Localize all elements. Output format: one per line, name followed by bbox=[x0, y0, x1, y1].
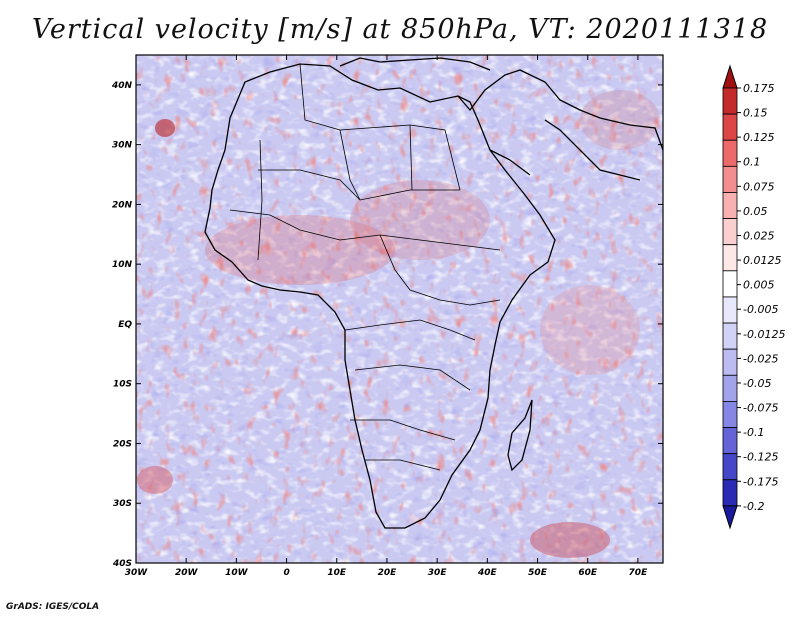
colorbar: 0.175 0.15 0.125 0.1 0.075 0.05 0.025 0.0125 0.0… bbox=[722, 64, 785, 530]
colorbar-label: 0.075 bbox=[743, 180, 775, 193]
colorbar-top-arrow bbox=[722, 64, 738, 89]
colorbar-bottom-arrow bbox=[722, 505, 738, 530]
lon-label: 0 bbox=[283, 568, 289, 578]
colorbar-swatch bbox=[722, 270, 738, 298]
colorbar-label: 0.05 bbox=[743, 205, 768, 218]
grads-credit: GrADS: IGES/COLA bbox=[6, 602, 100, 612]
lon-label: 70E bbox=[629, 568, 649, 578]
colorbar-label: 0.15 bbox=[743, 107, 768, 120]
colorbar-label: 0.0125 bbox=[743, 254, 782, 267]
map-field bbox=[136, 55, 663, 563]
colorbar-label: -0.125 bbox=[743, 451, 778, 464]
lat-label: EQ bbox=[118, 320, 132, 330]
colorbar-label: 0.175 bbox=[743, 82, 775, 95]
lon-label: 10W bbox=[225, 568, 249, 578]
country-borders bbox=[229, 63, 501, 471]
lat-label: 40S bbox=[112, 559, 132, 569]
lon-label: 20W bbox=[175, 568, 199, 578]
map-figure: 40N 30N 20N 10N EQ 10S 20S 30S 40S 30W 20W 10W 0 10E… bbox=[111, 54, 785, 578]
lat-label: 20S bbox=[113, 439, 132, 449]
colorbar-label: -0.175 bbox=[743, 475, 778, 488]
lat-axis: 40N 30N 20N 10N EQ 10S 20S 30S 40S bbox=[111, 81, 663, 569]
lon-label: 10E bbox=[327, 568, 347, 578]
lon-label: 30E bbox=[428, 568, 448, 578]
colorbar-swatch bbox=[722, 218, 738, 246]
chart-title: Vertical velocity [m/s] at 850hPa, VT: 2… bbox=[31, 14, 769, 45]
lon-axis: 30W 20W 10W 0 10E 20E 30E 40E 50E 60E 70E bbox=[125, 55, 648, 578]
colorbar-swatch bbox=[722, 427, 738, 455]
lon-label: 30W bbox=[125, 568, 149, 578]
colorbar-label: 0.005 bbox=[743, 279, 775, 292]
lat-label: 10S bbox=[113, 380, 132, 390]
lon-label: 40E bbox=[477, 568, 498, 578]
map-frame bbox=[135, 54, 664, 564]
colorbar-label: 0.025 bbox=[743, 229, 775, 242]
lat-label: 30N bbox=[112, 141, 133, 151]
lat-label: 30S bbox=[113, 499, 132, 509]
coastlines bbox=[204, 57, 663, 529]
colorbar-swatch bbox=[722, 139, 738, 167]
colorbar-label: -0.2 bbox=[743, 500, 764, 513]
colorbar-swatch bbox=[722, 479, 738, 507]
colorbar-label: -0.075 bbox=[743, 402, 778, 415]
lat-label: 10N bbox=[112, 260, 133, 270]
colorbar-label: -0.025 bbox=[743, 352, 778, 365]
colorbar-swatch bbox=[722, 87, 738, 115]
colorbar-swatch bbox=[722, 244, 738, 272]
colorbar-swatch bbox=[722, 322, 738, 350]
colorbar-label: -0.1 bbox=[743, 426, 764, 439]
colorbar-swatch bbox=[722, 113, 738, 141]
colorbar-swatch bbox=[722, 296, 738, 324]
colorbar-label: 0.125 bbox=[743, 131, 775, 144]
colorbar-swatch bbox=[722, 165, 738, 193]
lat-label: 40N bbox=[111, 81, 133, 91]
lon-label: 50E bbox=[528, 568, 548, 578]
colorbar-label: -0.05 bbox=[743, 377, 771, 390]
colorbar-swatch bbox=[722, 401, 738, 428]
colorbar-label: -0.005 bbox=[743, 303, 778, 316]
colorbar-swatch bbox=[722, 453, 738, 481]
colorbar-swatch bbox=[722, 348, 738, 376]
colorbar-swatch bbox=[722, 192, 738, 219]
colorbar-swatch bbox=[722, 374, 738, 402]
colorbar-label: 0.1 bbox=[743, 156, 761, 169]
colorbar-label: -0.0125 bbox=[743, 328, 785, 341]
lat-label: 20N bbox=[112, 200, 133, 210]
lon-label: 20E bbox=[378, 568, 398, 578]
lon-label: 60E bbox=[578, 568, 598, 578]
